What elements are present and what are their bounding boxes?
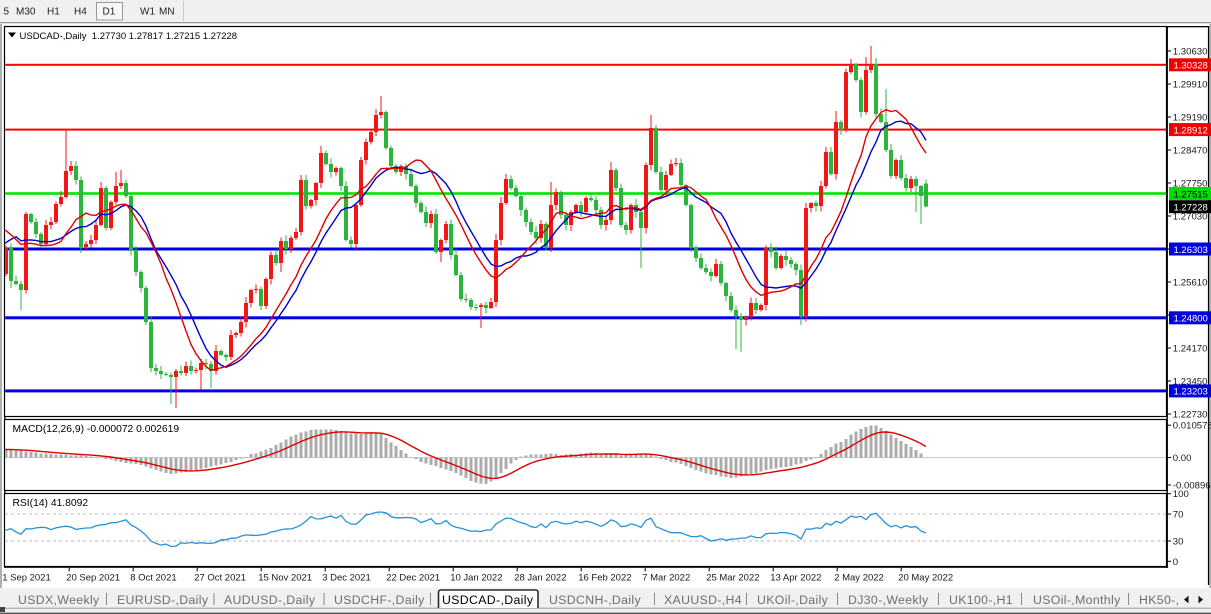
svg-text:0: 0	[1173, 557, 1178, 568]
svg-text:7 Mar 2022: 7 Mar 2022	[642, 573, 690, 584]
svg-text:1.24800: 1.24800	[1174, 314, 1208, 325]
svg-text:1.25610: 1.25610	[1173, 278, 1208, 289]
svg-text:USDCNH-,Daily: USDCNH-,Daily	[549, 593, 641, 607]
svg-text:3 Dec 2021: 3 Dec 2021	[322, 573, 371, 584]
svg-text:DJ30-,Weekly: DJ30-,Weekly	[848, 593, 929, 607]
svg-text:EURUSD-,Daily: EURUSD-,Daily	[117, 593, 209, 607]
svg-text:13 Apr 2022: 13 Apr 2022	[770, 573, 821, 584]
svg-text:70: 70	[1173, 510, 1184, 521]
svg-text:100: 100	[1173, 489, 1189, 500]
svg-text:AUDUSD-,Daily: AUDUSD-,Daily	[224, 593, 316, 607]
svg-text:1.23203: 1.23203	[1174, 387, 1208, 398]
svg-text:MN: MN	[159, 7, 175, 18]
svg-text:USDX,Weekly: USDX,Weekly	[18, 593, 100, 607]
svg-text:-0.00896: -0.00896	[1173, 481, 1211, 492]
svg-text:USOil-,Monthly: USOil-,Monthly	[1033, 593, 1121, 607]
svg-text:W1: W1	[140, 7, 155, 18]
svg-text:28 Jan 2022: 28 Jan 2022	[514, 573, 566, 584]
svg-text:1.27228: 1.27228	[1174, 203, 1208, 214]
svg-text:RSI(14) 41.8092: RSI(14) 41.8092	[13, 498, 89, 509]
svg-text:16 Feb 2022: 16 Feb 2022	[578, 573, 631, 584]
svg-text:D1: D1	[103, 7, 116, 18]
svg-text:M30: M30	[16, 7, 36, 18]
svg-text:20 May 2022: 20 May 2022	[898, 573, 953, 584]
svg-text:1.24170: 1.24170	[1173, 344, 1208, 355]
svg-text:1.28912: 1.28912	[1174, 125, 1208, 136]
svg-text:USDCAD-,Daily 1.27730 1.27817: USDCAD-,Daily 1.27730 1.27817 1.27215 1.…	[20, 31, 238, 42]
svg-text:1.23450: 1.23450	[1173, 377, 1208, 388]
svg-text:1.29190: 1.29190	[1173, 113, 1208, 124]
svg-text:USDCHF-,Daily: USDCHF-,Daily	[334, 593, 425, 607]
svg-text:1.30630: 1.30630	[1173, 47, 1208, 58]
svg-text:H4: H4	[74, 7, 87, 18]
svg-text:1.22730: 1.22730	[1173, 410, 1208, 421]
svg-text:0.00: 0.00	[1173, 453, 1192, 464]
svg-text:UKOil-,Daily: UKOil-,Daily	[757, 593, 829, 607]
svg-text:8 Oct 2021: 8 Oct 2021	[130, 573, 176, 584]
svg-text:HK50-,: HK50-,	[1139, 593, 1179, 607]
svg-text:H1: H1	[47, 7, 60, 18]
svg-text:1.27030: 1.27030	[1173, 212, 1208, 223]
svg-text:1.26303: 1.26303	[1174, 245, 1208, 256]
svg-text:15 Nov 2021: 15 Nov 2021	[258, 573, 312, 584]
svg-text:1.29910: 1.29910	[1173, 80, 1208, 91]
svg-text:1 Sep 2021: 1 Sep 2021	[2, 573, 51, 584]
svg-text:25 Mar 2022: 25 Mar 2022	[706, 573, 759, 584]
svg-text:30: 30	[1173, 537, 1184, 548]
svg-text:1.30328: 1.30328	[1174, 61, 1208, 72]
svg-text:22 Dec 2021: 22 Dec 2021	[386, 573, 440, 584]
svg-text:1.27515: 1.27515	[1174, 189, 1208, 200]
svg-text:XAUUSD-,H4: XAUUSD-,H4	[664, 593, 742, 607]
svg-text:20 Sep 2021: 20 Sep 2021	[66, 573, 120, 584]
svg-text:27 Oct 2021: 27 Oct 2021	[194, 573, 246, 584]
svg-text:5: 5	[4, 7, 10, 18]
svg-text:1.27750: 1.27750	[1173, 179, 1208, 190]
svg-text:10 Jan 2022: 10 Jan 2022	[450, 573, 502, 584]
svg-text:2 May 2022: 2 May 2022	[834, 573, 884, 584]
svg-text:MACD(12,26,9) -0.000072 0.0026: MACD(12,26,9) -0.000072 0.002619	[13, 424, 180, 435]
svg-text:UK100-,H1: UK100-,H1	[949, 593, 1013, 607]
svg-text:0.010578: 0.010578	[1173, 421, 1211, 432]
svg-text:USDCAD-,Daily: USDCAD-,Daily	[442, 593, 534, 607]
svg-text:1.28470: 1.28470	[1173, 146, 1208, 157]
